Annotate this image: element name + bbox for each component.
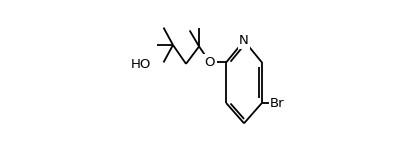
Text: O: O (205, 56, 215, 69)
Text: Br: Br (270, 96, 285, 110)
Text: HO: HO (131, 58, 151, 71)
Text: N: N (239, 34, 249, 47)
